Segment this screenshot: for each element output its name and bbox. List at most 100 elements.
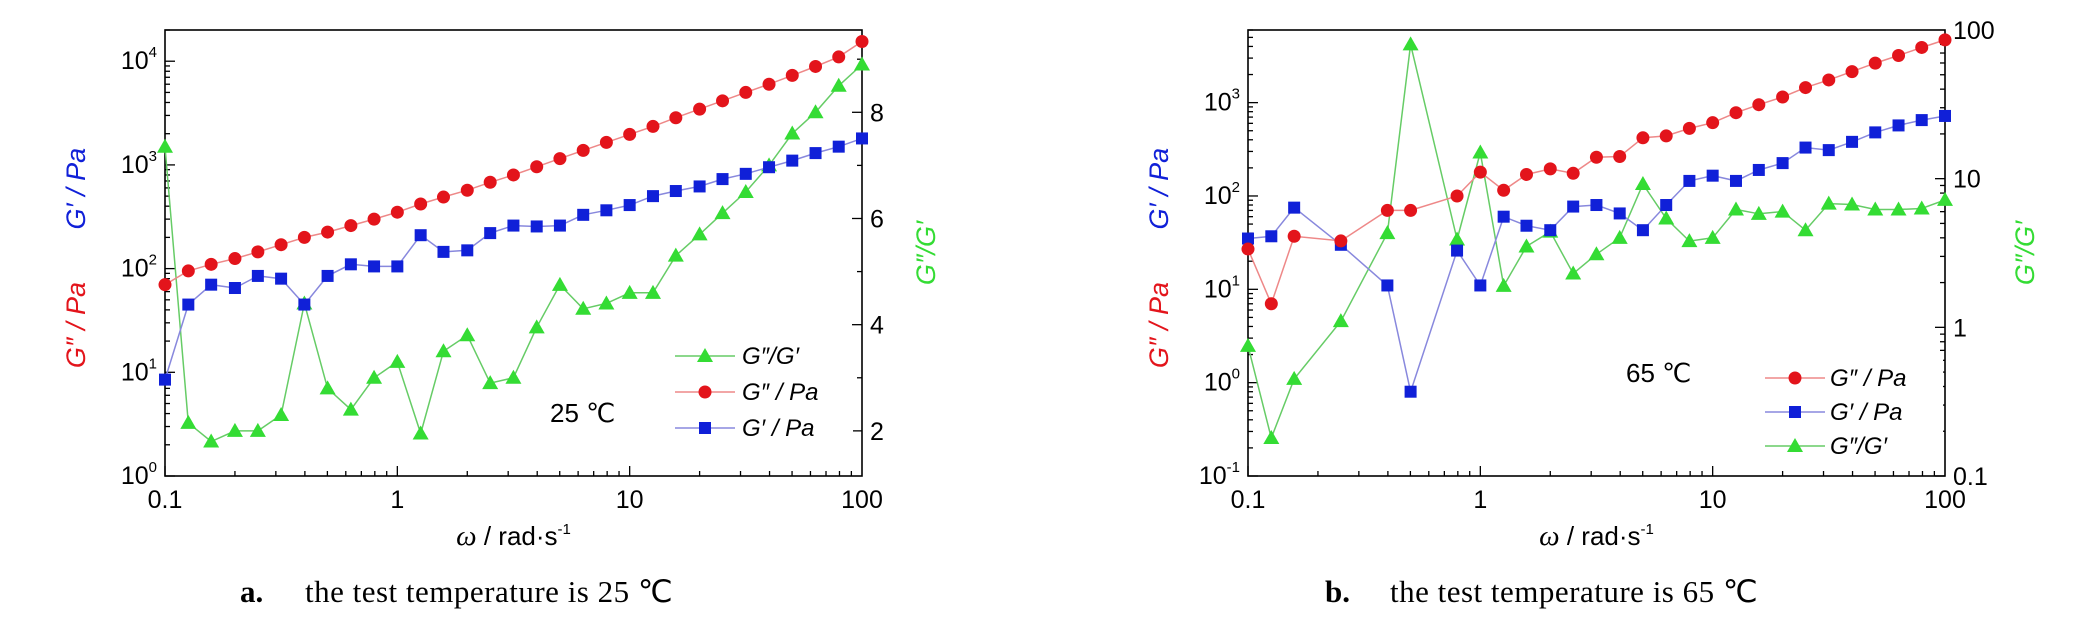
series-ratio-point: [1890, 201, 1907, 216]
series-G2-point: [321, 225, 335, 239]
series-ratio-point: [389, 353, 406, 368]
series-ratio-point: [1588, 246, 1605, 261]
legend-G1-marker: [699, 422, 711, 434]
series-ratio-point: [644, 284, 661, 299]
series-G2-point: [832, 50, 846, 64]
series-G1-point: [414, 229, 427, 242]
series-G1-point: [693, 180, 706, 193]
y-left-tick-exp: 4: [149, 44, 157, 61]
y-right-tick-label: 8: [870, 99, 884, 127]
series-G1-point: [1822, 144, 1835, 157]
series-G2-point: [1613, 149, 1627, 163]
legend-G1-label: G′ / Pa: [1830, 399, 1903, 426]
caption-letter: b.: [1325, 574, 1350, 609]
series-ratio-point: [319, 380, 336, 395]
series-G2-point: [855, 34, 869, 48]
series-G1-point: [1752, 163, 1765, 176]
series-ratio-point: [1727, 201, 1744, 216]
series-G2-point: [1659, 129, 1673, 143]
series-ratio-point: [1704, 229, 1721, 244]
y-left-tick-label: 103: [1204, 86, 1240, 117]
series-ratio-point: [273, 406, 290, 421]
series-G1-point: [832, 140, 845, 153]
series-G2-point: [669, 111, 683, 125]
series-G2-point: [1892, 48, 1906, 62]
series-G1-point: [1590, 199, 1603, 212]
series-ratio-point: [1681, 233, 1698, 248]
legend-ratio-label: G″/G′: [742, 343, 801, 370]
series-G2-point: [530, 160, 544, 174]
series-ratio-point: [737, 183, 754, 198]
series-G1-point: [1706, 169, 1719, 182]
series-G1-point: [786, 154, 799, 167]
y-left-label-gap: [61, 229, 91, 282]
series-G2-point: [297, 230, 311, 244]
y-left-tick-base: 10: [1199, 462, 1227, 490]
series-G1-point: [623, 199, 636, 212]
series-ratio-point: [1634, 176, 1651, 191]
series-G2-point: [1706, 116, 1720, 130]
y-left-tick-label: 104: [121, 44, 157, 75]
y-left-tick-base: 10: [1204, 89, 1232, 117]
series-G2-point: [460, 183, 474, 197]
series-G1-point: [1683, 174, 1696, 187]
series-G1-point: [763, 161, 776, 174]
y-left-tick-label: 100: [1204, 366, 1240, 397]
y-left-axis-label: G″ / Pa G′ / Pa: [61, 148, 91, 368]
series-G1-point: [182, 298, 195, 311]
legend-G2-marker: [1788, 371, 1802, 385]
series-ratio-point: [714, 205, 731, 220]
series-ratio-point: [621, 284, 638, 299]
series-G1-point: [368, 260, 381, 273]
y-left-label-g1: G′ / Pa: [1144, 148, 1174, 230]
y-left-tick-base: 10: [1204, 369, 1232, 397]
series-G2-point: [762, 77, 776, 91]
series-ratio-point: [180, 414, 197, 429]
series-G2-point: [739, 85, 753, 99]
series-G1-point: [530, 220, 543, 233]
series-G1-point: [484, 227, 497, 240]
series-ratio-point: [575, 300, 592, 315]
series-ratio-point: [366, 369, 383, 384]
axes-frame: [164, 29, 863, 477]
x-axis-label: ω / rad·s-1: [456, 520, 571, 552]
series-ratio-point: [342, 401, 359, 416]
y-right-tick-label: 10: [1953, 166, 1981, 194]
caption-text: the test temperature is 65 ℃: [1390, 574, 1758, 609]
series-G1-point: [461, 244, 474, 257]
legend-G2-label: G″ / Pa: [1830, 365, 1907, 392]
series-G2-point: [1334, 234, 1348, 248]
y-right-axis-label: G″/G′: [911, 220, 941, 285]
series-ratio-point: [1797, 222, 1814, 237]
series-ratio-point: [482, 375, 499, 390]
series-ratio-point: [1286, 370, 1303, 385]
y-left-label-gap: [1144, 229, 1174, 282]
y-left-tick-base: 10: [1204, 182, 1232, 210]
series-G1-point: [1776, 157, 1789, 170]
x-tick-label: 10: [1699, 486, 1727, 514]
series-G1-point: [1404, 385, 1417, 398]
series-G1-point: [600, 204, 613, 217]
series-ratio-point: [1449, 231, 1466, 246]
y-left-axis-label: G″ / Pa G′ / Pa: [1144, 148, 1174, 368]
x-tick-label: 1: [1473, 486, 1487, 514]
series-G2-point: [716, 94, 730, 108]
series-G1-point: [716, 173, 729, 186]
x-axis-label-unit: / rad·s: [1560, 521, 1641, 551]
y-left-tick-base: 10: [121, 151, 149, 179]
series-G2-point: [158, 278, 172, 292]
series-ratio-point: [1844, 196, 1861, 211]
y-left-tick-base: 10: [1204, 275, 1232, 303]
y-left-label-g2: G″ / Pa: [1144, 282, 1174, 368]
series-G1-point: [1729, 174, 1742, 187]
series-G2-point: [1566, 166, 1580, 180]
x-tick-label: 10: [616, 486, 644, 514]
series-ratio-point: [157, 138, 173, 153]
caption-text: the test temperature is 25 ℃: [305, 574, 673, 609]
temperature-annotation: 65 ℃: [1626, 358, 1691, 388]
legend-ratio-label: G″/G′: [1830, 433, 1889, 460]
series-G2-point: [483, 175, 497, 189]
series-G1-point: [577, 208, 590, 221]
series-G2-point: [1380, 203, 1394, 217]
